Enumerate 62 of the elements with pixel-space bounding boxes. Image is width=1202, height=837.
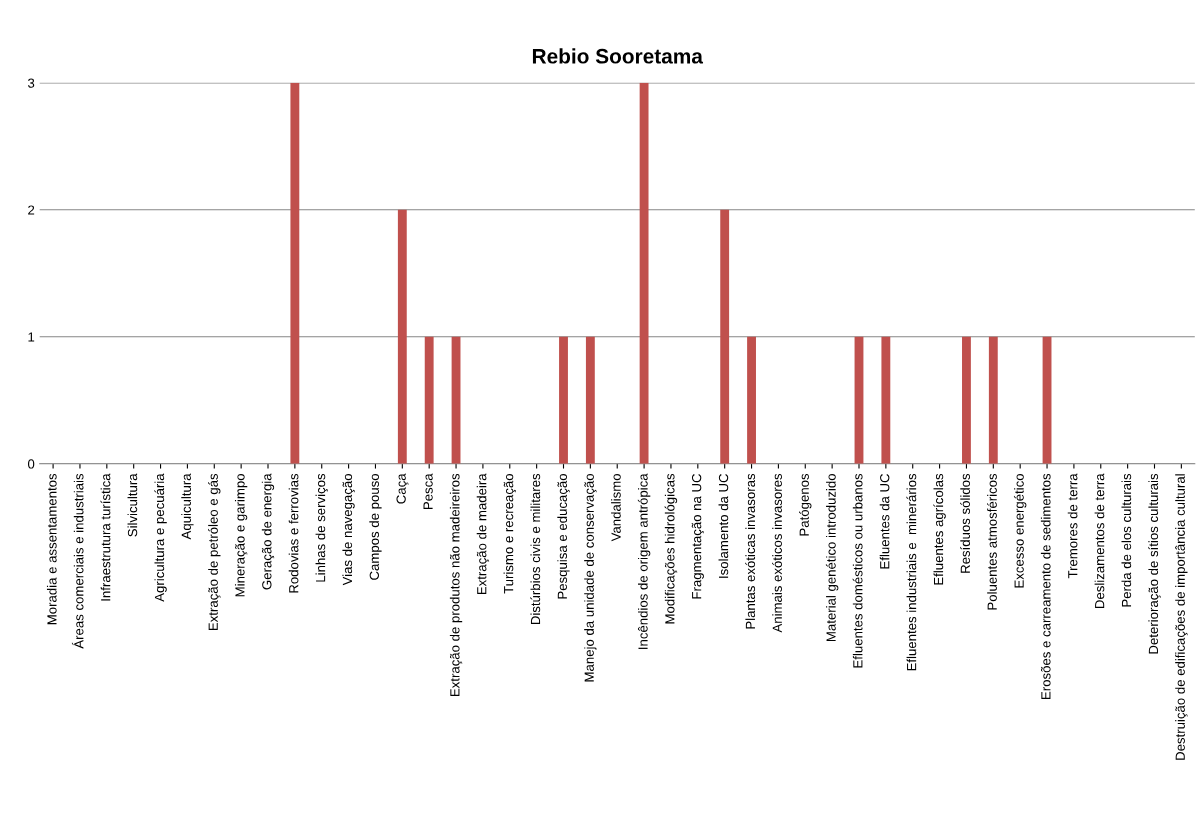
x-tick-label: Deslizamentos de terra: [1094, 473, 1105, 608]
x-tick-label: Poluentes atmosféricos: [987, 473, 997, 610]
x-tick-label: Agricultura e pecuária: [154, 473, 167, 602]
chart-title: Rebio Sooretama: [532, 48, 704, 64]
bar: [1042, 336, 1052, 464]
x-tick-label: Aquicultura: [181, 473, 194, 540]
bar: [559, 336, 568, 464]
x-tick-label: Tremores de terra: [1067, 473, 1078, 579]
x-tick-label: Destruição de edificações de importância cultural: [1175, 474, 1188, 760]
bar: [747, 336, 756, 464]
bar: [397, 209, 407, 464]
x-tick-label: Fragmentação na UC: [691, 473, 704, 599]
x-tick-label: Distúrbios civis e militares: [530, 473, 541, 625]
x-tick-label: Efluentes industriais e minerários: [906, 473, 917, 671]
x-tick-label: Modificações hidrológicas: [664, 473, 678, 624]
bar: [988, 336, 998, 464]
x-tick-label: Extração de petróleo e gás: [208, 473, 221, 631]
x-tick-label: Pesquisa e educação: [557, 473, 570, 599]
x-tick-label: Pesca: [423, 473, 433, 510]
bar: [962, 336, 971, 464]
x-tick-label: Extração de produtos não madeireiros: [449, 473, 463, 697]
x-tick-label: Vandalismo: [611, 473, 621, 542]
x-tick-label: Deterioração de sítios culturais: [1148, 473, 1161, 654]
bar: [720, 209, 730, 464]
x-tick-label: Manejo da unidade de conservação: [584, 473, 597, 682]
x-tick-label: Vias de navegação: [342, 473, 355, 586]
y-tick-label: 2: [28, 205, 35, 215]
x-tick-label: Resíduos sólidos: [960, 473, 970, 573]
x-tick-label: Rodovias e ferrovias: [288, 473, 299, 593]
bar: [451, 336, 461, 464]
x-tick-label: Patógenos: [799, 473, 812, 536]
x-tick-label: Excesso energético: [1013, 473, 1027, 588]
x-tick-label: Material genético introduzido: [825, 473, 839, 642]
x-tick-label: Efluentes domésticos ou urbanos: [852, 473, 863, 668]
y-tick-label: 0: [27, 459, 35, 469]
x-tick-label: Incêndios de origem antrópica: [637, 473, 651, 649]
x-tick-label: Silvicultura: [127, 473, 138, 537]
x-tick-label: Efluentes agrícolas: [933, 473, 946, 585]
bar: [290, 82, 300, 464]
bar: [424, 336, 434, 464]
x-tick-label: Linhas de serviços: [315, 473, 328, 582]
x-tick-label: Erosões e carreamento de sedimentos: [1040, 473, 1051, 699]
x-tick-label: Turismo e recreação: [503, 473, 516, 594]
x-tick-label: Extração de madeira: [476, 473, 490, 595]
x-tick-label: Animais exóticos invasores: [772, 473, 782, 633]
bar: [881, 336, 891, 464]
x-tick-label: Perda de elos culturais: [1121, 473, 1132, 607]
x-tick-label: Plantas exóticas invasoras: [745, 473, 756, 629]
x-tick-label: Moradia e assentamentos: [46, 473, 57, 625]
x-tick-label: Efluentes da UC: [879, 473, 890, 569]
x-tick-label: Campos de pouso: [369, 473, 382, 580]
x-tick-label: Áreas comerciais e industriais: [71, 473, 84, 649]
x-tick-label: Geração de energia: [261, 473, 275, 590]
bar: [854, 336, 864, 464]
x-tick-label: Mineração e garimpo: [234, 473, 248, 597]
x-tick-label: Caça: [396, 473, 409, 504]
y-tick-label: 1: [28, 332, 35, 342]
x-tick-label: Isolamento da UC: [718, 473, 729, 578]
y-tick-label: 3: [27, 78, 35, 88]
bar: [585, 336, 595, 464]
bar: [639, 82, 649, 464]
x-tick-label: Infraestrutura turística: [100, 473, 111, 601]
